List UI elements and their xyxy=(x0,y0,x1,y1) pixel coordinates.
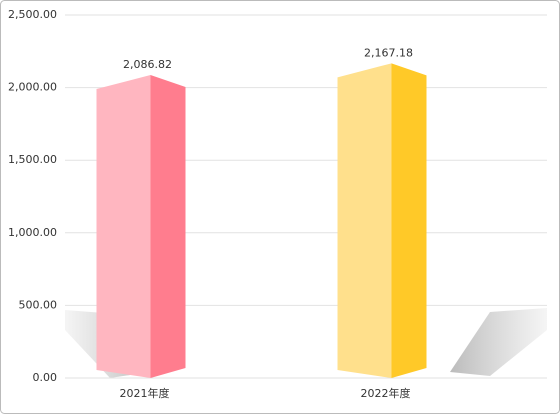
bar-side xyxy=(150,74,186,378)
bar xyxy=(96,74,186,378)
bar-shadow xyxy=(450,308,547,376)
bar-front xyxy=(337,63,392,378)
bar-front xyxy=(96,74,151,378)
y-tick-label: 2,000.00 xyxy=(8,81,57,94)
y-tick-label: 2,500.00 xyxy=(8,8,57,21)
y-tick-label: 500.00 xyxy=(19,298,58,311)
bar xyxy=(337,63,427,378)
data-label: 2,086.82 xyxy=(123,58,172,71)
bar-side xyxy=(391,63,427,378)
x-tick-label: 2022年度 xyxy=(361,386,411,400)
y-tick-label: 0.00 xyxy=(33,371,58,384)
x-tick-label: 2021年度 xyxy=(120,386,170,400)
y-tick-label: 1,500.00 xyxy=(8,153,57,166)
y-tick-label: 1,000.00 xyxy=(8,226,57,239)
data-label: 2,167.18 xyxy=(364,46,413,59)
